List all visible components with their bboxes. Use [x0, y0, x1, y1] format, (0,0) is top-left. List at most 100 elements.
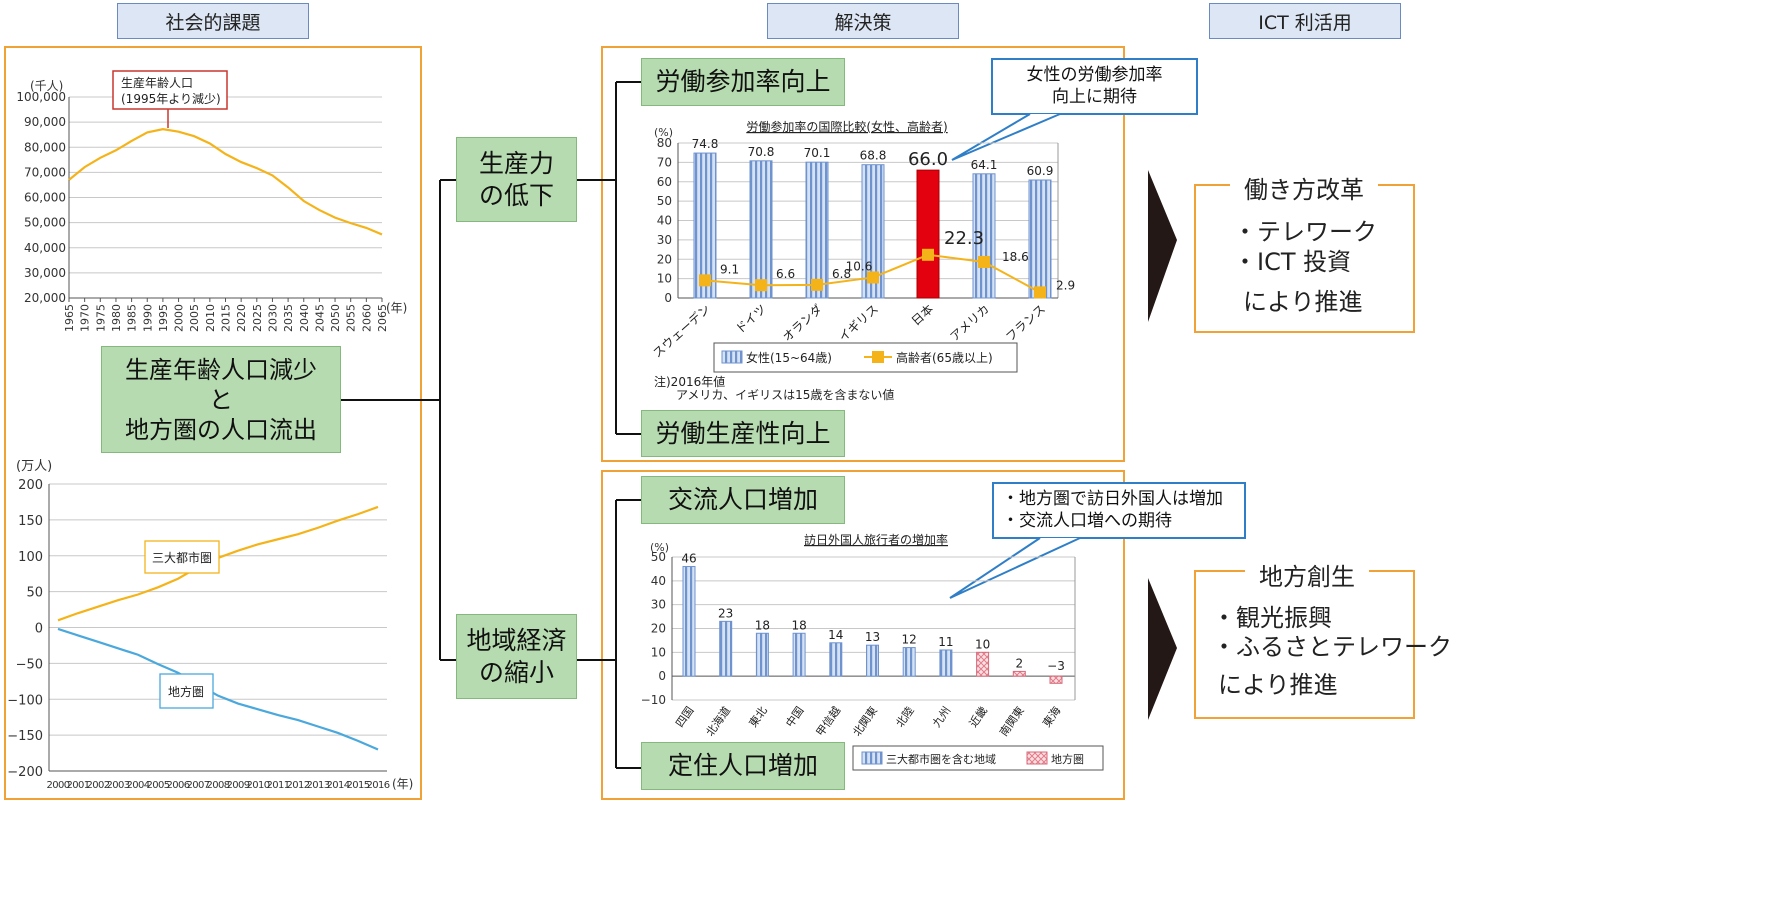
x-tick-label: 近畿 — [966, 704, 990, 730]
y-tick-label: 40 — [657, 214, 672, 228]
women-callout: 女性の労働参加率 向上に期待 — [991, 58, 1198, 115]
y-tick-label: −100 — [7, 693, 43, 708]
annotation-line-1: 生産年齢人口 — [121, 75, 193, 90]
x-tick-label: 北海道 — [703, 704, 733, 739]
x-tick-label: 甲信越 — [813, 704, 843, 739]
bar-women — [693, 152, 717, 299]
x-tick-label: 2040 — [298, 304, 311, 332]
elderly-value: 6.8 — [832, 267, 851, 281]
regional-revitalization-box — [1194, 570, 1415, 719]
x-tick-label: 2012 — [286, 780, 309, 791]
x-tick-label: 2000 — [46, 780, 69, 791]
exchange-population-box: 交流人口増加 — [641, 476, 845, 524]
x-tick-label: 1975 — [94, 304, 107, 332]
metro-label: 三大都市圏 — [152, 550, 212, 565]
x-tick-label: 1990 — [141, 304, 154, 332]
chart-title: 労働参加率の国際比較(女性、高齢者) — [746, 119, 947, 134]
y-tick-label: 150 — [18, 514, 43, 529]
annotation-line-2: (1995年より減少) — [121, 91, 221, 106]
work-style-footer: により推進 — [1243, 288, 1363, 316]
y-axis-unit: (万人) — [16, 459, 52, 474]
y-tick-label: 200 — [18, 478, 43, 493]
y-tick-label: 50 — [26, 586, 43, 601]
bar-growth-value: 12 — [902, 633, 917, 647]
y-tick-label: 0 — [664, 291, 672, 305]
productivity-line-1: 生産力 — [478, 149, 554, 179]
legend-metro-swatch — [861, 751, 883, 765]
y-tick-label: 100 — [18, 550, 43, 565]
bar-women — [805, 161, 829, 299]
y-tick-label: 40,000 — [24, 241, 66, 255]
y-tick-label: 30,000 — [24, 266, 66, 280]
y-tick-label: 40 — [651, 574, 666, 588]
women-callout-line-1: 女性の労働参加率 — [1026, 65, 1163, 85]
legend-women-swatch — [721, 350, 743, 364]
elderly-value: 2.9 — [1056, 278, 1075, 292]
y-tick-label: −200 — [7, 765, 43, 780]
y-axis-unit: (千人) — [30, 79, 63, 93]
women-callout-line-2: 向上に期待 — [1052, 87, 1137, 108]
bar-women-value: 60.9 — [1027, 164, 1054, 178]
x-tick-label: 東北 — [747, 704, 770, 729]
chart-note-2: アメリカ、イギリスは15歳を含まない値 — [676, 387, 894, 402]
bar-growth-value: 23 — [718, 606, 733, 620]
y-tick-label: 90,000 — [24, 115, 66, 129]
x-tick-label: 2013 — [306, 780, 329, 791]
x-tick-label: 2014 — [326, 780, 349, 791]
x-axis-unit: (年) — [386, 301, 407, 315]
y-tick-label: 10 — [657, 272, 672, 286]
y-tick-label: 80,000 — [24, 140, 66, 154]
x-tick-label: 四国 — [673, 704, 696, 729]
regional-label-box — [159, 673, 214, 709]
x-tick-label: 九州 — [930, 704, 953, 729]
y-tick-label: 20 — [657, 252, 672, 266]
elderly-value: 9.1 — [720, 262, 739, 276]
x-tick-label: 2007 — [186, 780, 209, 791]
elderly-value: 10.6 — [846, 259, 873, 273]
legend-regional-label: 地方圏 — [1051, 752, 1084, 766]
regional-label: 地方圏 — [168, 684, 204, 699]
y-tick-label: 20 — [651, 622, 666, 636]
bar-growth-value: 14 — [828, 628, 843, 642]
elderly-marker — [1034, 286, 1046, 299]
settled-population-box: 定住人口増加 — [641, 742, 845, 790]
x-tick-label: 1995 — [157, 304, 170, 332]
y-tick-label: 30 — [651, 598, 666, 612]
bar-women-value: 74.8 — [692, 137, 719, 151]
bar-growth-value: 46 — [681, 552, 696, 566]
x-tick-label: 2006 — [166, 780, 189, 791]
y-tick-label: 10 — [651, 645, 666, 659]
y-tick-label: 60,000 — [24, 191, 66, 205]
labor-productivity-box: 労働生産性向上 — [641, 410, 845, 457]
x-tick-label: 2004 — [126, 780, 149, 791]
y-tick-label: 70 — [657, 155, 672, 169]
bar-growth-value: 10 — [975, 637, 990, 651]
x-tick-label: 2008 — [206, 780, 229, 791]
center-line-3: 地方圏の人口流出 — [125, 415, 317, 444]
chart-note-1: 注)2016年値 — [654, 374, 725, 389]
x-tick-label: 2011 — [266, 780, 289, 791]
y-tick-label: 60 — [657, 175, 672, 189]
bar-growth — [866, 644, 879, 677]
working-age-line — [68, 128, 383, 236]
header-ict: ICT 利活用 — [1209, 3, 1401, 39]
regional-line-2: の縮小 — [478, 657, 554, 687]
bar-growth-value: 18 — [791, 618, 806, 632]
bar-growth — [1012, 670, 1026, 677]
annotation-box — [112, 70, 228, 110]
x-tick-label: 2045 — [313, 304, 326, 332]
elderly-marker — [755, 279, 767, 292]
x-tick-label: 2025 — [251, 304, 264, 332]
x-tick-label: 北陸 — [893, 704, 916, 729]
work-style-reform-box — [1194, 184, 1415, 333]
legend-elderly-marker — [872, 351, 884, 363]
productivity-decline-box: 生産力 の低下 — [456, 137, 577, 222]
x-tick-label: 1970 — [79, 304, 92, 332]
work-style-item-2: ・ICT 投資 — [1233, 248, 1352, 276]
elderly-marker — [922, 248, 934, 261]
bar-growth — [792, 632, 806, 677]
x-tick-label: 南関東 — [997, 704, 1027, 738]
x-tick-label: 1985 — [126, 304, 139, 332]
